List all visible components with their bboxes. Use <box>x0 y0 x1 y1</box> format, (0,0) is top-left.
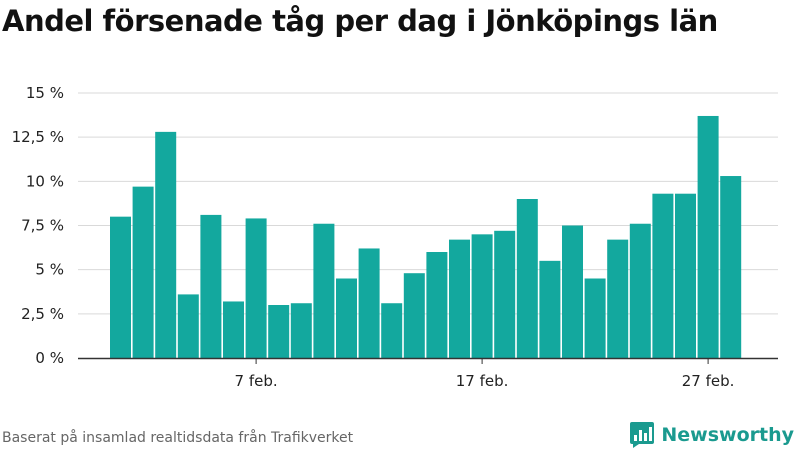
bar <box>177 294 199 358</box>
bar <box>132 186 154 358</box>
y-tick-label: 10 % <box>26 172 64 190</box>
y-tick-label: 5 % <box>35 261 64 279</box>
bar <box>607 239 629 358</box>
y-tick-label: 0 % <box>35 349 64 367</box>
bar <box>494 230 516 358</box>
x-tick-label: 17 feb. <box>456 372 509 390</box>
bar <box>290 303 312 358</box>
y-tick-label: 12,5 % <box>12 128 64 146</box>
bar <box>268 305 290 358</box>
bar-chart-speech-bubble-icon <box>630 422 655 448</box>
x-tick-label: 27 feb. <box>682 372 735 390</box>
x-axis-tick-labels: 7 feb. 17 feb. 27 feb. <box>235 358 735 390</box>
bar <box>539 260 561 358</box>
y-tick-label: 7,5 % <box>21 217 64 235</box>
bar <box>313 223 335 358</box>
bar <box>381 303 403 358</box>
bar <box>223 301 244 358</box>
bar <box>155 131 177 358</box>
bars <box>110 115 742 358</box>
chart-title: Andel försenade tåg per dag i Jönköpings… <box>2 4 718 38</box>
y-axis-tick-labels: 0 % 2,5 % 5 % 7,5 % 10 % 12,5 % 15 % <box>12 84 64 367</box>
bar <box>697 115 719 358</box>
x-tick-label: 7 feb. <box>235 372 278 390</box>
brand-name: Newsworthy <box>661 424 794 446</box>
bar <box>336 278 357 358</box>
bar <box>200 214 222 358</box>
bar <box>584 278 606 358</box>
bar <box>562 225 583 358</box>
source-note: Baserat på insamlad realtidsdata från Tr… <box>2 430 354 446</box>
brand-logo: Newsworthy <box>629 421 794 449</box>
bar <box>652 193 674 358</box>
y-tick-label: 2,5 % <box>21 305 64 323</box>
bar <box>358 248 380 358</box>
bar <box>675 193 696 358</box>
bar <box>471 234 493 358</box>
bar <box>245 218 267 358</box>
bar <box>403 273 425 358</box>
bar <box>426 252 448 358</box>
bar <box>629 223 651 358</box>
bar <box>110 216 131 358</box>
bar <box>516 199 538 358</box>
bar <box>449 239 470 358</box>
bar <box>720 176 742 358</box>
y-tick-label: 15 % <box>26 84 64 102</box>
